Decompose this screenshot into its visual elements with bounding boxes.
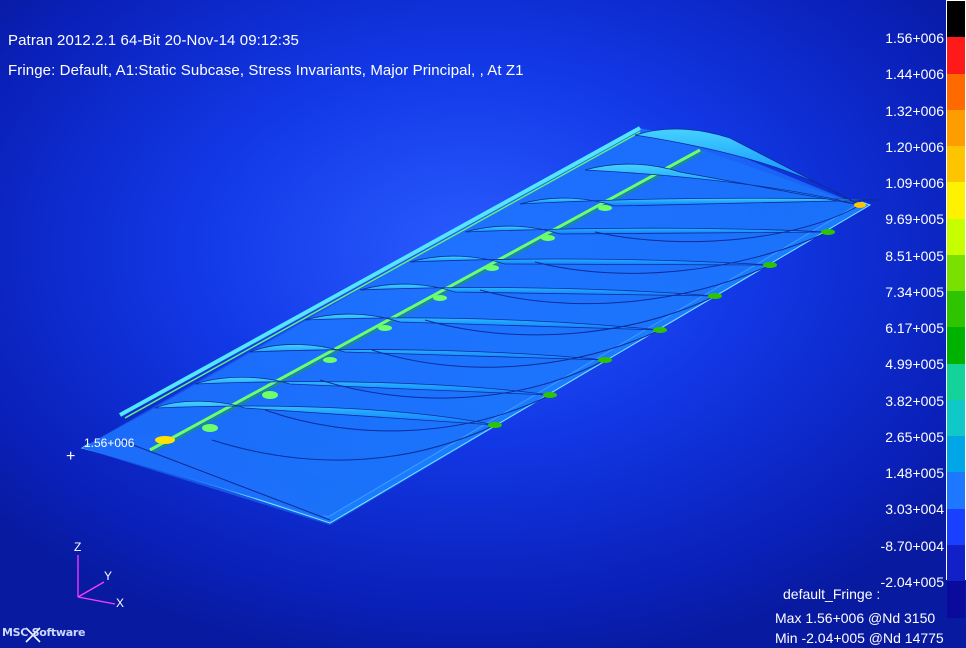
legend-color-cell (947, 399, 965, 437)
triad-lines (77, 555, 116, 605)
stress-hotspots (155, 202, 866, 444)
legend-color-cell (947, 182, 965, 219)
legend-value-label: 8.51+005 (885, 247, 944, 264)
msc-software-logo: MSC Software (2, 626, 86, 639)
legend-color-cell (947, 472, 965, 509)
legend-value-label: 1.32+006 (885, 102, 944, 119)
legend-color-cell (947, 73, 965, 111)
legend-value-label: 1.56+006 (885, 30, 944, 46)
legend-color-cell (947, 327, 965, 364)
fringe-min-value: Min -2.04+005 @Nd 14775 (775, 630, 944, 646)
legend-value-label: 1.48+005 (885, 465, 944, 481)
legend-color-cell (947, 146, 965, 183)
legend-color-cell (947, 291, 965, 328)
legend-color-cell (947, 109, 965, 147)
patran-version-timestamp: Patran 2012.2.1 64-Bit 20-Nov-14 09:12:3… (8, 32, 299, 49)
legend-value-label: 1.09+006 (885, 175, 944, 191)
legend-value-label: 6.17+005 (885, 320, 944, 336)
legend-value-label: 7.34+005 (885, 283, 944, 300)
legend-color-cell (947, 508, 965, 546)
triad-z-label: Z (74, 540, 82, 554)
legend-value-label: 4.99+005 (885, 356, 944, 373)
legend-value-label: 9.69+005 (885, 211, 944, 228)
legend-color-cell (947, 218, 965, 256)
legend-value-label: 1.44+006 (885, 66, 944, 83)
leading-edge-green (124, 131, 641, 419)
brand-swoosh (25, 627, 41, 643)
rib-lines (119, 204, 861, 521)
legend-color-cell (947, 436, 965, 473)
legend-color-cell (947, 363, 965, 401)
fringe-description: Fringe: Default, A1:Static Subcase, Stre… (8, 62, 524, 79)
max-node-marker-label: 1.56+006 (84, 436, 135, 450)
legend-value-label: 1.20+006 (885, 138, 944, 155)
leading-edge-band (119, 126, 641, 417)
legend-value-label: -8.70+004 (880, 537, 944, 554)
fringe-footer-title: default_Fringe : (783, 586, 881, 602)
max-node-plus-icon: + (66, 448, 76, 465)
legend-color-cell (947, 37, 965, 74)
legend-value-label: 3.82+005 (885, 392, 944, 409)
legend-value-label: -2.04+005 (880, 573, 944, 590)
legend-value-label: 2.65+005 (885, 428, 944, 445)
legend-color-cell (947, 544, 965, 582)
fringe-max-value: Max 1.56+006 @Nd 3150 (775, 610, 936, 626)
legend-value-label: 3.03+004 (885, 501, 944, 518)
triad-x-label: X (116, 596, 125, 610)
rib-group (154, 128, 881, 426)
legend-color-cell (947, 581, 965, 618)
legend-color-cell (947, 1, 965, 38)
fringe-color-legend-bar (946, 0, 966, 618)
legend-color-cell (947, 254, 965, 292)
triad-y-label: Y (104, 569, 113, 583)
